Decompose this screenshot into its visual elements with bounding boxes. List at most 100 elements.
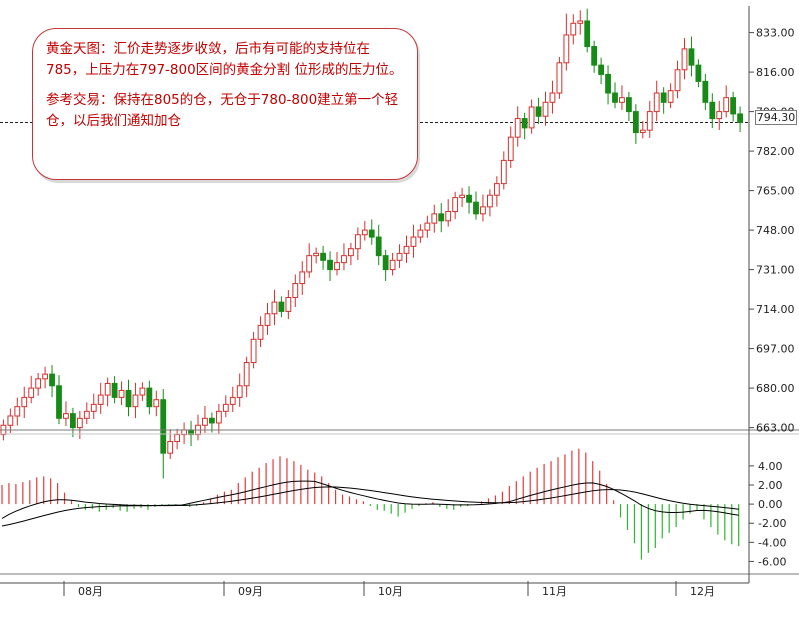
- macd-panel: [1, 448, 740, 560]
- price-tick-label: 816.00: [756, 66, 795, 79]
- candle-body: [563, 34, 570, 64]
- candle: [63, 401, 69, 426]
- candle-body: [320, 252, 327, 261]
- candle: [598, 57, 605, 84]
- candle-body: [35, 378, 42, 389]
- price-tick-label: 731.00: [756, 264, 795, 277]
- candle: [639, 121, 646, 139]
- candle: [459, 187, 466, 208]
- candle-body: [632, 111, 639, 134]
- candle-body: [549, 92, 556, 103]
- candle-body: [361, 229, 368, 236]
- candle: [271, 289, 278, 326]
- candle-body: [83, 410, 90, 419]
- candle: [90, 393, 97, 420]
- candle: [396, 244, 403, 268]
- candle: [14, 397, 21, 426]
- candle-body: [97, 394, 104, 405]
- candle-body: [542, 101, 549, 117]
- candle: [507, 126, 514, 169]
- candle: [674, 60, 681, 99]
- candle-body: [424, 222, 431, 231]
- candle-body: [375, 236, 382, 257]
- candle-body: [229, 396, 236, 405]
- analysis-paragraph-2: 参考交易：保持在805的仓，无仓于780-800建立第一个轻仓，以后我们通知加仓: [46, 92, 399, 129]
- candle-body: [674, 69, 681, 92]
- candle: [702, 73, 709, 110]
- candle-body: [368, 229, 375, 238]
- candle-body: [382, 255, 389, 271]
- candle: [389, 252, 396, 276]
- candle: [480, 194, 486, 222]
- candle-body: [21, 396, 28, 408]
- candle: [431, 204, 438, 233]
- candle: [257, 316, 264, 347]
- candle-body: [619, 97, 625, 103]
- candle: [570, 14, 577, 45]
- candle-body: [146, 387, 153, 408]
- candle-body: [76, 417, 83, 429]
- candle: [452, 191, 459, 220]
- candle-body: [278, 301, 285, 312]
- candle-body: [403, 245, 410, 254]
- candle: [535, 97, 542, 124]
- candle-body: [313, 252, 320, 257]
- candle-body: [306, 255, 313, 273]
- candle: [653, 80, 660, 122]
- candle: [285, 290, 292, 320]
- candle: [577, 10, 584, 35]
- candle-body: [528, 106, 535, 129]
- candle-body: [257, 324, 264, 340]
- candle-body: [7, 415, 14, 426]
- candle-body: [653, 92, 660, 113]
- candle-body: [521, 118, 528, 129]
- candle-body: [292, 283, 299, 298]
- candle-body: [410, 236, 417, 247]
- candle-body: [591, 46, 598, 66]
- candle: [56, 375, 62, 425]
- candle: [21, 386, 28, 419]
- candle: [563, 13, 570, 71]
- candle: [612, 82, 618, 109]
- candle-body: [222, 403, 229, 412]
- candle-body: [500, 159, 507, 185]
- candle-body: [153, 399, 160, 408]
- candle-body: [250, 338, 257, 364]
- candle: [632, 104, 639, 144]
- candle: [605, 65, 611, 105]
- candle-body: [730, 97, 737, 115]
- candle: [111, 376, 118, 404]
- candle-body: [535, 106, 542, 117]
- candle-body: [570, 22, 577, 36]
- candle: [70, 407, 76, 438]
- candle: [354, 227, 361, 261]
- candle: [521, 112, 528, 140]
- candle: [667, 83, 674, 109]
- candle: [7, 408, 14, 433]
- candle: [313, 247, 320, 264]
- candle-body: [118, 389, 125, 398]
- candle-body: [452, 197, 459, 213]
- price-tick-label: 680.00: [756, 382, 795, 395]
- candle-body: [709, 101, 716, 120]
- candle: [83, 402, 90, 425]
- signal-line: [1, 486, 739, 527]
- analysis-note: 黄金天图：汇价走势逐步收敛，后市有可能的支持位在785，上压力在797-800区…: [32, 28, 418, 180]
- candle-body: [104, 382, 111, 396]
- candle-body: [167, 441, 174, 454]
- candle-body: [341, 255, 347, 264]
- candle: [292, 274, 299, 308]
- candle-body: [243, 362, 250, 387]
- candle: [125, 379, 132, 417]
- macd-tick-label: -4.00: [758, 536, 786, 549]
- candle: [104, 377, 111, 407]
- candle: [528, 99, 535, 134]
- candle: [417, 224, 424, 243]
- macd-tick-label: 2.00: [758, 479, 783, 492]
- candle: [626, 91, 632, 122]
- candle: [341, 243, 347, 271]
- candle: [174, 428, 181, 450]
- candle: [299, 261, 306, 295]
- candle-body: [493, 183, 500, 196]
